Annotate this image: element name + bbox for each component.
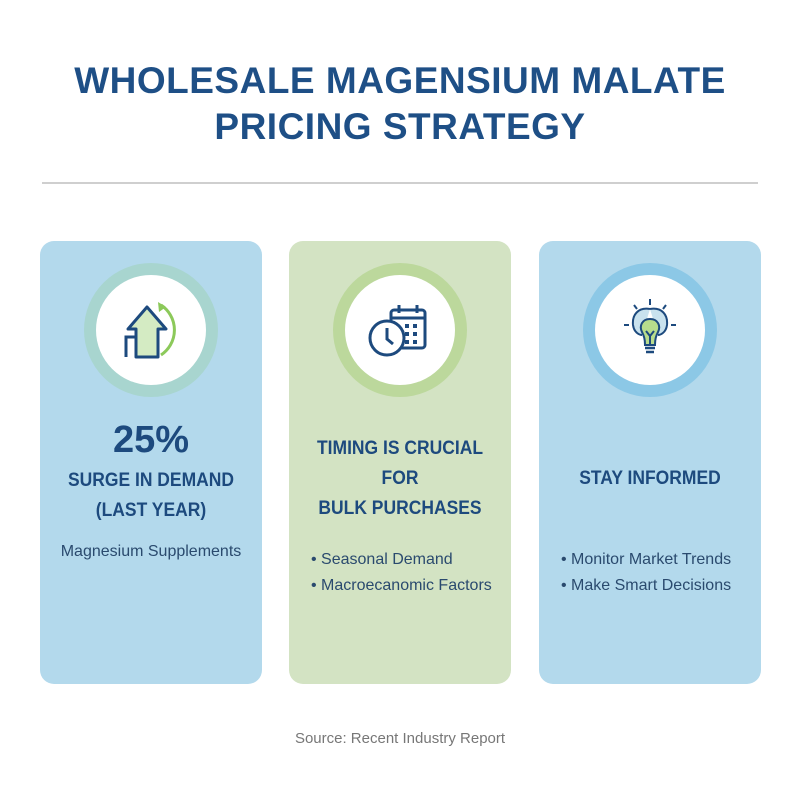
card-heading: SURGE IN DEMAND (LAST YEAR) [67,470,235,521]
icon-ring [583,263,717,397]
card-timing: TIMING IS CRUCIAL FOR BULK PURCHASES • Se… [289,241,511,684]
source-note: Source: Recent Industry Report [294,730,506,747]
title-line-2: PRICING STRATEGY [214,106,586,147]
list-item: • Seasonal Demand [311,551,453,568]
list-item: • Macroecanomic Factors [311,577,492,594]
card-demand: 25% SURGE IN DEMAND (LAST YEAR) Magnesium… [40,241,262,684]
card-subtext: Magnesium Supplements [60,543,242,560]
icon-ring [333,263,467,397]
clock-calendar-icon [368,305,427,357]
bullet-list: • Monitor Market Trends • Make Smart Dec… [539,547,761,599]
brain-lightbulb-icon [624,299,676,354]
list-item: • Make Smart Decisions [561,577,732,594]
list-item: • Monitor Market Trends [561,551,732,568]
growth-arrow-icon [124,302,176,359]
page-title: WHOLESALE MAGENSIUM MALATE PRICING STRAT… [0,58,800,150]
bullet-list: • Seasonal Demand • Macroecanomic Factor… [289,547,511,599]
title-line-1: WHOLESALE MAGENSIUM MALATE [74,60,726,101]
card-informed: STAY INFORMED • Monitor Market Trends • … [539,241,761,684]
icon-ring [84,263,218,397]
card-heading: STAY INFORMED [579,468,721,489]
stat-value: 25% [112,419,190,461]
card-heading: TIMING IS CRUCIAL FOR BULK PURCHASES [316,438,484,519]
divider [42,182,758,184]
